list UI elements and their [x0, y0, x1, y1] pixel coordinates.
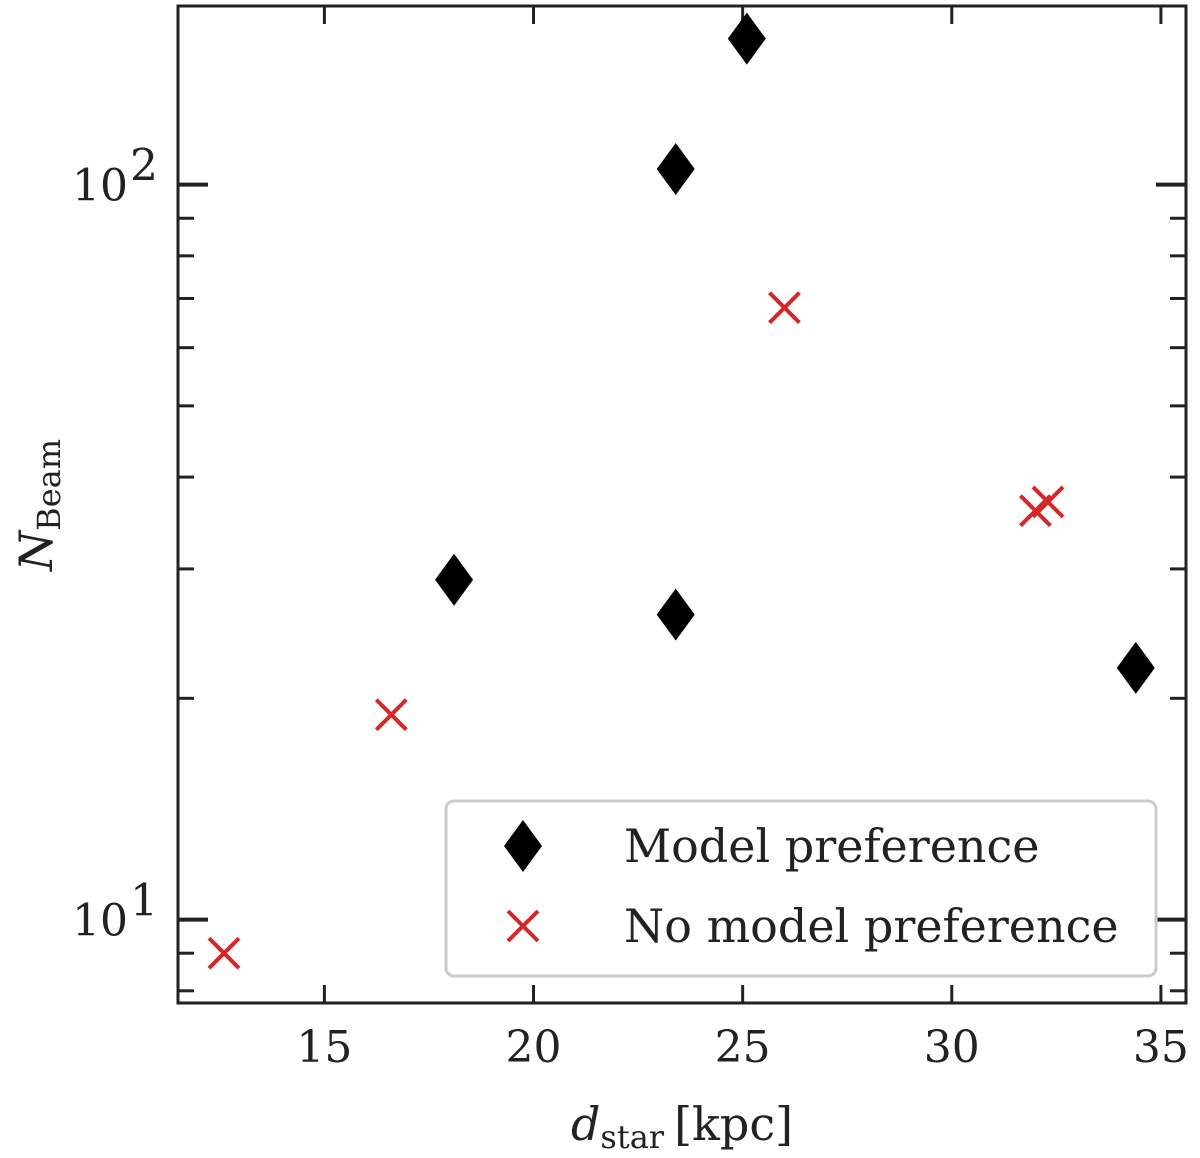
y-tick-label: 10 [72, 896, 128, 947]
x-tick-label: 25 [715, 1022, 771, 1073]
model-preference-point [1116, 641, 1155, 694]
plot-frame [176, 4, 1188, 1005]
model-preference-point [656, 143, 695, 196]
x-axis-title: dstar [kpc] [571, 1097, 793, 1156]
x-axis-symbol: d [571, 1097, 600, 1151]
y-axis-symbol: N [9, 529, 63, 572]
x-axis-subscript: star [600, 1118, 664, 1156]
no-model-preference-point [207, 936, 241, 970]
model-preference-point [727, 12, 766, 65]
x-tick-label: 20 [506, 1022, 562, 1073]
y-tick-exponent: 2 [130, 141, 158, 192]
legend-marker-no-model-preference [506, 909, 540, 943]
x-axis-unit: [kpc] [674, 1097, 793, 1151]
no-model-preference-point [1031, 485, 1065, 519]
data-points [207, 12, 1155, 970]
y-tick-label: 10 [72, 161, 128, 212]
legend-marker-model-preference [504, 820, 542, 872]
legend-box [444, 799, 1158, 978]
legend-cross-icon [506, 909, 540, 943]
legend-label-model-preference: Model preference [624, 819, 1040, 873]
legend-label-no-model-preference: No model preference [624, 899, 1119, 953]
y-axis-title: NBeam [9, 439, 68, 572]
legend: Model preference No model preference [444, 799, 1158, 978]
tick-marks [178, 6, 1186, 1003]
no-model-preference-point [374, 698, 408, 732]
model-preference-point [435, 553, 474, 606]
x-tick-label: 35 [1133, 1022, 1189, 1073]
model-preference-point [656, 588, 695, 641]
y-axis-subscript: Beam [30, 439, 68, 531]
legend-diamond-icon [504, 820, 542, 872]
x-tick-label: 15 [296, 1022, 352, 1073]
x-tick-label: 30 [924, 1022, 980, 1073]
no-model-preference-point [768, 291, 801, 325]
y-tick-exponent: 1 [130, 876, 158, 927]
